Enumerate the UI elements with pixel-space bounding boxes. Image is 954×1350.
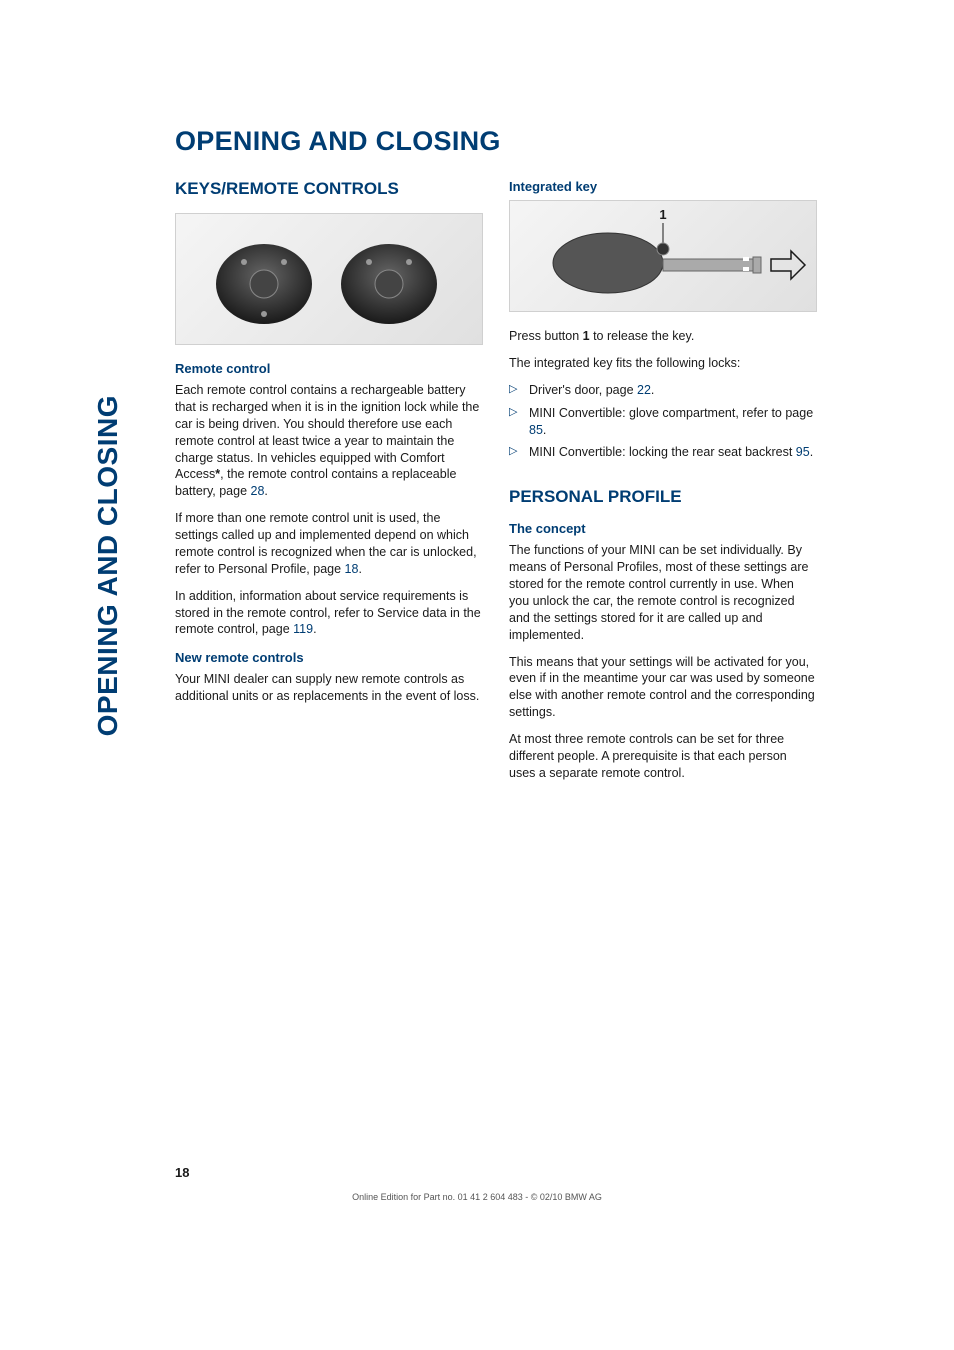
- integrated-key-illustration: 1: [510, 201, 816, 311]
- list-item: Driver's door, page 22.: [509, 382, 815, 399]
- text-span: If more than one remote control unit is …: [175, 511, 477, 576]
- list-item: MINI Convertible: glove compartment, ref…: [509, 405, 815, 439]
- subheading-concept: The concept: [509, 521, 815, 536]
- page-number: 18: [175, 1165, 189, 1180]
- text-span: Driver's door, page: [529, 383, 637, 397]
- para-concept-2: This means that your settings will be ac…: [509, 654, 815, 722]
- para-service-data: In addition, information about service r…: [175, 588, 481, 639]
- text-span: to release the key.: [590, 329, 695, 343]
- section-keys-remote: KEYS/REMOTE CONTROLS: [175, 179, 481, 199]
- text-span: .: [543, 423, 546, 437]
- text-span: .: [651, 383, 654, 397]
- lock-list: Driver's door, page 22. MINI Convertible…: [509, 382, 815, 462]
- page-reference[interactable]: 22: [637, 383, 651, 397]
- figure-integrated-key: 1: [509, 200, 817, 312]
- para-concept-3: At most three remote controls can be set…: [509, 731, 815, 782]
- para-new-remote: Your MINI dealer can supply new remote c…: [175, 671, 481, 705]
- text-span: Press button: [509, 329, 583, 343]
- callout-1: 1: [659, 207, 666, 222]
- left-column: KEYS/REMOTE CONTROLS: [175, 179, 481, 792]
- button-number: 1: [583, 329, 590, 343]
- subheading-new-remote: New remote controls: [175, 650, 481, 665]
- subheading-remote-control: Remote control: [175, 361, 481, 376]
- footer-copyright: Online Edition for Part no. 01 41 2 604 …: [0, 1192, 954, 1202]
- page-container: OPENING AND CLOSING OPENING AND CLOSING …: [0, 0, 954, 1350]
- content-area: OPENING AND CLOSING KEYS/REMOTE CONTROLS: [175, 126, 815, 792]
- vertical-section-heading-text: OPENING AND CLOSING: [92, 395, 124, 736]
- page-reference[interactable]: 85: [529, 423, 543, 437]
- page-reference[interactable]: 28: [251, 484, 265, 498]
- text-span: MINI Convertible: locking the rear seat …: [529, 445, 796, 459]
- list-item: MINI Convertible: locking the rear seat …: [509, 444, 815, 461]
- right-column: Integrated key 1: [509, 179, 815, 792]
- two-column-layout: KEYS/REMOTE CONTROLS: [175, 179, 815, 792]
- figure-remote-fobs: [175, 213, 483, 345]
- page-reference[interactable]: 95: [796, 445, 810, 459]
- para-key-fits: The integrated key fits the following lo…: [509, 355, 815, 372]
- page-reference[interactable]: 119: [293, 622, 313, 636]
- page-reference[interactable]: 18: [345, 562, 359, 576]
- text-span: In addition, information about service r…: [175, 589, 481, 637]
- para-remote-battery: Each remote control contains a rechargea…: [175, 382, 481, 500]
- chapter-title: OPENING AND CLOSING: [175, 126, 815, 157]
- text-span: MINI Convertible: glove compartment, ref…: [529, 406, 813, 420]
- section-personal-profile: PERSONAL PROFILE: [509, 487, 815, 507]
- remote-fob-illustration: [176, 214, 482, 344]
- subheading-integrated-key: Integrated key: [509, 179, 815, 194]
- para-multi-remote: If more than one remote control unit is …: [175, 510, 481, 578]
- para-press-button: Press button 1 to release the key.: [509, 328, 815, 345]
- text-span: .: [810, 445, 813, 459]
- para-concept-1: The functions of your MINI can be set in…: [509, 542, 815, 643]
